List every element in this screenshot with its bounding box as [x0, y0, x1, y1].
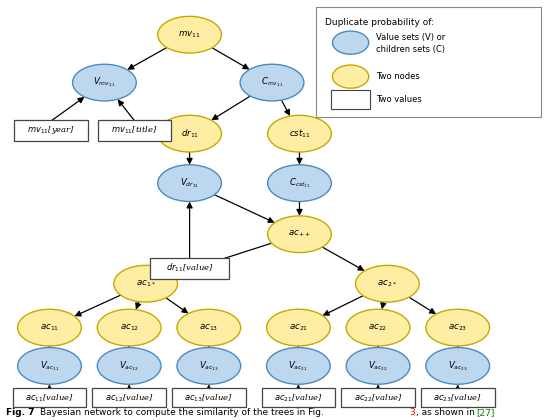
Text: $ac_{12}$: $ac_{12}$ — [119, 323, 139, 333]
FancyBboxPatch shape — [331, 90, 370, 108]
Text: $V_{ac_{13}}$: $V_{ac_{13}}$ — [199, 359, 219, 373]
Ellipse shape — [266, 309, 330, 346]
Text: Two values: Two values — [376, 95, 422, 104]
Ellipse shape — [114, 265, 178, 302]
Ellipse shape — [268, 116, 331, 152]
Ellipse shape — [240, 64, 304, 101]
Ellipse shape — [177, 309, 241, 346]
Text: $mv_{11}$: $mv_{11}$ — [178, 29, 201, 40]
Text: $ac_{++}$: $ac_{++}$ — [288, 229, 311, 239]
FancyBboxPatch shape — [92, 388, 166, 407]
Text: $V_{dr_{11}}$: $V_{dr_{11}}$ — [180, 176, 199, 190]
Text: $ac_{12}$[value]: $ac_{12}$[value] — [105, 392, 154, 404]
Text: $dr_{11}$: $dr_{11}$ — [180, 127, 199, 140]
Ellipse shape — [346, 309, 410, 346]
Ellipse shape — [332, 65, 369, 88]
FancyBboxPatch shape — [261, 388, 335, 407]
Ellipse shape — [266, 348, 330, 384]
Text: $V_{ac_{23}}$: $V_{ac_{23}}$ — [448, 359, 468, 373]
Text: $ac_{23}$[value]: $ac_{23}$[value] — [433, 392, 482, 404]
Text: $ac_{11}$[value]: $ac_{11}$[value] — [25, 392, 74, 404]
Text: Bayesian network to compute the similarity of the trees in Fig.: Bayesian network to compute the similari… — [40, 408, 324, 417]
Text: $V_{ac_{21}}$: $V_{ac_{21}}$ — [289, 359, 309, 373]
Text: $V_{mv_{11}}$: $V_{mv_{11}}$ — [93, 76, 115, 89]
Ellipse shape — [73, 64, 137, 101]
Text: $C_{mv_{11}}$: $C_{mv_{11}}$ — [261, 76, 283, 89]
Ellipse shape — [268, 216, 331, 252]
FancyBboxPatch shape — [172, 388, 246, 407]
Text: $ac_{13}$[value]: $ac_{13}$[value] — [184, 392, 233, 404]
Text: $ac_{23}$: $ac_{23}$ — [448, 323, 467, 333]
Ellipse shape — [332, 31, 369, 54]
FancyBboxPatch shape — [150, 258, 229, 278]
Ellipse shape — [356, 265, 419, 302]
Text: , as shown in: , as shown in — [416, 408, 478, 417]
Ellipse shape — [18, 348, 82, 384]
Text: $V_{ac_{22}}$: $V_{ac_{22}}$ — [368, 359, 388, 373]
Ellipse shape — [158, 116, 221, 152]
Text: Duplicate probability of:: Duplicate probability of: — [325, 18, 435, 26]
Text: $mv_{11}$[title]: $mv_{11}$[title] — [112, 125, 158, 136]
Text: 3: 3 — [410, 408, 415, 417]
Text: $ac_{11}$: $ac_{11}$ — [40, 323, 59, 333]
Text: $ac_{1*}$: $ac_{1*}$ — [135, 278, 155, 289]
Text: $ac_{2*}$: $ac_{2*}$ — [377, 278, 397, 289]
FancyBboxPatch shape — [14, 120, 88, 141]
Text: Fig. 7: Fig. 7 — [6, 408, 34, 417]
Ellipse shape — [177, 348, 241, 384]
Ellipse shape — [158, 16, 221, 53]
FancyBboxPatch shape — [341, 388, 415, 407]
Ellipse shape — [346, 348, 410, 384]
Text: $ac_{13}$: $ac_{13}$ — [199, 323, 219, 333]
Text: $ac_{21}$[value]: $ac_{21}$[value] — [274, 392, 323, 404]
FancyBboxPatch shape — [316, 7, 541, 116]
Text: $mv_{11}$[year]: $mv_{11}$[year] — [27, 124, 75, 136]
FancyBboxPatch shape — [98, 120, 171, 141]
Text: $V_{ac_{12}}$: $V_{ac_{12}}$ — [119, 359, 139, 373]
Text: $cst_{11}$: $cst_{11}$ — [289, 127, 310, 140]
Text: $ac_{21}$: $ac_{21}$ — [289, 323, 308, 333]
Text: children sets (C): children sets (C) — [376, 45, 446, 54]
Ellipse shape — [97, 309, 161, 346]
Text: Two nodes: Two nodes — [376, 72, 420, 81]
Text: [27]: [27] — [476, 408, 495, 417]
FancyBboxPatch shape — [13, 388, 86, 407]
Text: $ac_{22}$: $ac_{22}$ — [369, 323, 387, 333]
Text: $V_{ac_{11}}$: $V_{ac_{11}}$ — [39, 359, 59, 373]
FancyBboxPatch shape — [421, 388, 495, 407]
Text: $dr_{11}$[value]: $dr_{11}$[value] — [166, 262, 214, 274]
Ellipse shape — [426, 348, 490, 384]
Text: $C_{cst_{11}}$: $C_{cst_{11}}$ — [289, 176, 310, 190]
Ellipse shape — [426, 309, 490, 346]
Text: Value sets (V) or: Value sets (V) or — [376, 34, 446, 42]
Ellipse shape — [158, 165, 221, 202]
Ellipse shape — [18, 309, 82, 346]
Ellipse shape — [268, 165, 331, 202]
Ellipse shape — [97, 348, 161, 384]
Text: $ac_{22}$[value]: $ac_{22}$[value] — [354, 392, 402, 404]
